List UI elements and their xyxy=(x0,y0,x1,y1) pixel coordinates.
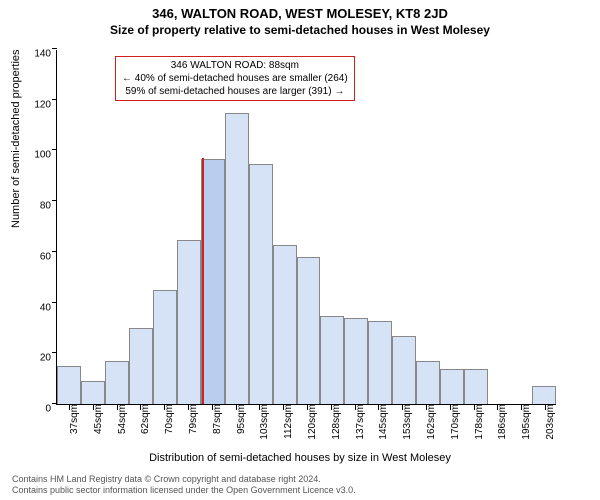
y-tick-label: 40 xyxy=(40,302,57,313)
x-tick-label: 45sqm xyxy=(89,404,104,434)
histogram-bar xyxy=(344,318,368,404)
histogram-bar xyxy=(249,164,273,404)
marker-line xyxy=(202,158,204,404)
x-tick-label: 186sqm xyxy=(493,404,508,440)
x-tick-label: 54sqm xyxy=(113,404,128,434)
x-tick-label: 62sqm xyxy=(136,404,151,434)
infobox-line2: ← 40% of semi-detached houses are smalle… xyxy=(122,72,348,85)
info-box: 346 WALTON ROAD: 88sqm ← 40% of semi-det… xyxy=(115,56,355,101)
x-tick-label: 112sqm xyxy=(279,404,294,439)
histogram-bar xyxy=(440,369,464,404)
histogram-bar xyxy=(273,245,297,404)
x-tick-label: 70sqm xyxy=(160,404,175,434)
x-tick-label: 145sqm xyxy=(374,404,389,440)
histogram-bar xyxy=(532,386,556,404)
histogram-bar xyxy=(81,381,105,404)
x-tick-label: 170sqm xyxy=(446,404,461,440)
y-tick-label: 20 xyxy=(40,353,57,364)
y-tick-label: 60 xyxy=(40,251,57,262)
infobox-line3: 59% of semi-detached houses are larger (… xyxy=(122,85,348,98)
page-title: 346, WALTON ROAD, WEST MOLESEY, KT8 2JD xyxy=(0,0,600,21)
x-tick-label: 103sqm xyxy=(255,404,270,440)
histogram-bar xyxy=(105,361,129,404)
x-tick-label: 195sqm xyxy=(517,404,532,440)
footer-line2: Contains public sector information licen… xyxy=(12,485,356,496)
x-tick-label: 37sqm xyxy=(65,404,80,434)
histogram-bar xyxy=(57,366,81,404)
x-axis-label: Distribution of semi-detached houses by … xyxy=(0,452,600,464)
x-tick-label: 95sqm xyxy=(232,404,247,434)
histogram-bar xyxy=(297,257,321,404)
x-tick-label: 79sqm xyxy=(184,404,199,434)
page-subtitle: Size of property relative to semi-detach… xyxy=(0,21,600,37)
histogram-chart: 020406080100120140 37sqm45sqm54sqm62sqm7… xyxy=(56,50,556,405)
histogram-bar xyxy=(129,328,153,404)
histogram-bar xyxy=(153,290,177,404)
footer-line1: Contains HM Land Registry data © Crown c… xyxy=(12,474,356,485)
y-tick-label: 80 xyxy=(40,201,57,212)
x-tick-label: 137sqm xyxy=(351,404,366,440)
y-tick-label: 120 xyxy=(34,99,57,110)
y-axis-label: Number of semi-detached properties xyxy=(10,49,22,228)
x-tick-label: 120sqm xyxy=(303,404,318,440)
y-tick-label: 100 xyxy=(34,150,57,161)
x-tick-label: 153sqm xyxy=(398,404,413,440)
x-tick-label: 87sqm xyxy=(208,404,223,434)
x-tick-label: 178sqm xyxy=(470,404,485,440)
histogram-bar xyxy=(464,369,488,404)
histogram-bar xyxy=(320,316,344,405)
y-tick-label: 140 xyxy=(34,49,57,60)
histogram-bar xyxy=(201,159,225,404)
y-tick-label: 0 xyxy=(45,404,57,415)
histogram-bar xyxy=(368,321,392,404)
bars-container xyxy=(57,50,556,404)
infobox-line1: 346 WALTON ROAD: 88sqm xyxy=(122,59,348,72)
histogram-bar xyxy=(392,336,416,404)
footer-attribution: Contains HM Land Registry data © Crown c… xyxy=(12,474,356,496)
histogram-bar xyxy=(177,240,201,404)
x-tick-label: 162sqm xyxy=(422,404,437,440)
x-tick-label: 128sqm xyxy=(327,404,342,440)
histogram-bar xyxy=(416,361,440,404)
histogram-bar xyxy=(225,113,249,404)
x-tick-label: 203sqm xyxy=(541,404,556,440)
